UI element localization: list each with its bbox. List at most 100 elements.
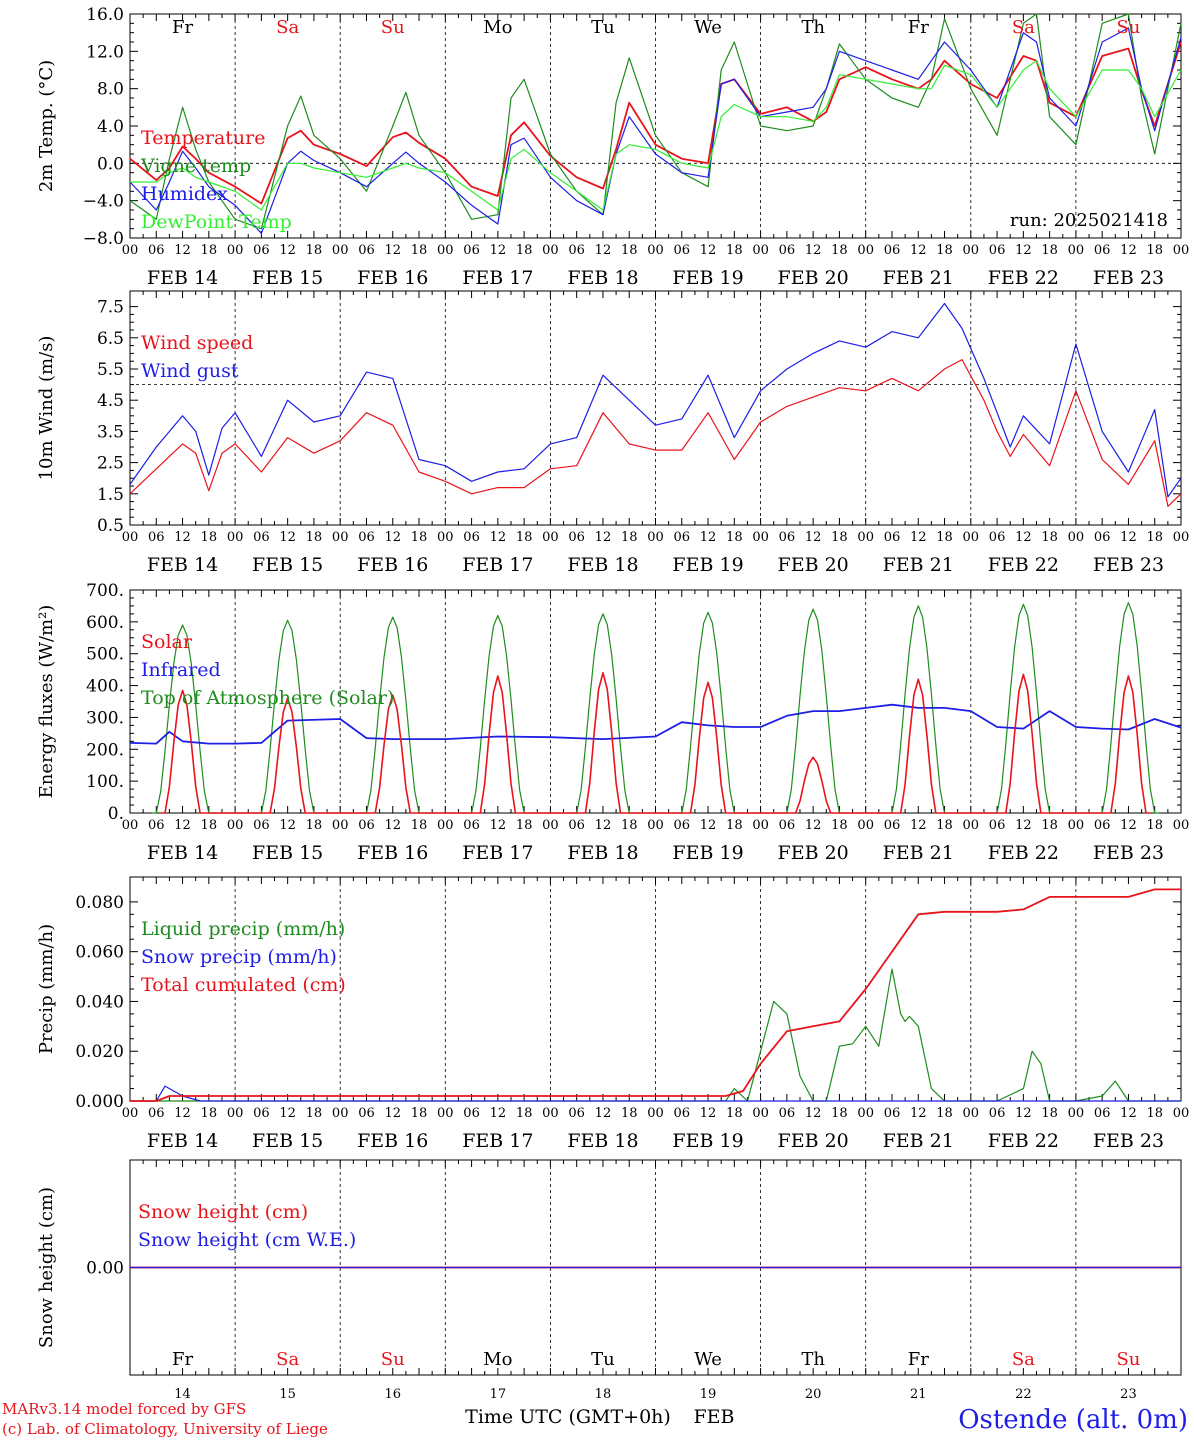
- hour-label: 18: [201, 1106, 218, 1121]
- day-label: Sa: [276, 17, 299, 38]
- hour-label: 12: [595, 1106, 612, 1121]
- hour-label: 12: [1015, 1106, 1032, 1121]
- hour-label: 12: [910, 818, 927, 833]
- hour-label: 00: [647, 1106, 664, 1121]
- hour-label: 12: [805, 530, 822, 545]
- hour-label: 00: [332, 530, 349, 545]
- hour-label: 06: [779, 530, 796, 545]
- day-number: 18: [595, 1387, 612, 1402]
- hour-label: 06: [358, 1106, 375, 1121]
- hour-label: 18: [831, 818, 848, 833]
- hour-label: 12: [279, 530, 296, 545]
- hour-label: 18: [411, 243, 428, 258]
- hour-label: 00: [1173, 243, 1190, 258]
- date-label: FEB 15: [252, 554, 323, 576]
- hour-label: 00: [752, 1106, 769, 1121]
- day-label: Su: [1116, 17, 1140, 38]
- date-label: FEB 14: [147, 842, 218, 864]
- hour-label: 06: [148, 243, 165, 258]
- date-label: FEB 18: [567, 554, 638, 576]
- hour-label: 18: [201, 243, 218, 258]
- y-tick-label: 700.: [86, 581, 124, 601]
- date-label: FEB 20: [778, 554, 849, 576]
- legend-entry: Top of Atmosphere (Solar): [141, 687, 394, 709]
- station-name: Ostende (alt. 0m): [958, 1405, 1188, 1435]
- date-label: FEB 20: [778, 1130, 849, 1152]
- date-label: FEB 23: [1093, 267, 1164, 289]
- day-label: Fr: [172, 17, 193, 38]
- hour-label: 12: [700, 1106, 717, 1121]
- hour-label: 18: [306, 818, 323, 833]
- date-label: FEB 15: [252, 1130, 323, 1152]
- y-axis-label: 10m Wind (m/s): [36, 336, 57, 481]
- hour-label: 00: [437, 1106, 454, 1121]
- hour-label: 06: [568, 530, 585, 545]
- day-label: Sa: [276, 1349, 299, 1370]
- month-label: FEB: [693, 1406, 734, 1428]
- date-label: FEB 16: [357, 554, 428, 576]
- hour-label: 00: [227, 1106, 244, 1121]
- series-line-total-cumulated-cm: [130, 888, 1181, 1102]
- hour-label: 18: [1041, 1106, 1058, 1121]
- day-label: Fr: [908, 17, 929, 38]
- hour-label: 00: [1173, 818, 1190, 833]
- y-tick-label: 1.5: [97, 485, 124, 505]
- hour-label: 12: [1015, 530, 1032, 545]
- day-label: Su: [381, 1349, 405, 1370]
- day-number: 23: [1120, 1387, 1137, 1402]
- hour-label: 12: [174, 1106, 191, 1121]
- legend-entry: Total cumulated (cm): [141, 974, 346, 996]
- hour-label: 06: [358, 530, 375, 545]
- hour-label: 06: [463, 1106, 480, 1121]
- y-tick-label: 6.5: [97, 329, 124, 349]
- hour-label: 12: [384, 1106, 401, 1121]
- hour-label: 00: [963, 818, 980, 833]
- hour-label: 06: [568, 818, 585, 833]
- y-tick-label: 0.040: [75, 992, 124, 1012]
- hour-label: 00: [752, 530, 769, 545]
- panel-precip: [129, 876, 1182, 1102]
- hour-label: 00: [1068, 818, 1085, 833]
- hour-label: 18: [516, 243, 533, 258]
- date-label: FEB 15: [252, 267, 323, 289]
- date-label: FEB 17: [462, 554, 533, 576]
- legend-entry: Wind gust: [141, 360, 239, 382]
- hour-label: 12: [490, 243, 507, 258]
- hour-label: 06: [674, 1106, 691, 1121]
- hour-label: 18: [831, 530, 848, 545]
- date-label: FEB 21: [883, 554, 954, 576]
- y-tick-label: 16.0: [86, 5, 124, 25]
- hour-label: 12: [279, 243, 296, 258]
- hour-label: 18: [726, 530, 743, 545]
- hour-label: 18: [936, 530, 953, 545]
- hour-label: 12: [490, 530, 507, 545]
- hour-label: 12: [174, 530, 191, 545]
- hour-label: 00: [437, 818, 454, 833]
- y-tick-label: 0.00: [86, 1259, 124, 1279]
- legend-entry: Solar: [141, 631, 193, 653]
- hour-label: 06: [253, 818, 270, 833]
- day-number: 15: [279, 1387, 296, 1402]
- date-label: FEB 19: [672, 554, 743, 576]
- hour-label: 00: [857, 1106, 874, 1121]
- hour-label: 00: [647, 818, 664, 833]
- date-label: FEB 22: [988, 267, 1059, 289]
- hour-label: 00: [1173, 1106, 1190, 1121]
- day-number: 21: [910, 1387, 927, 1402]
- date-label: FEB 16: [357, 1130, 428, 1152]
- legend-entry: Liquid precip (mm/h): [141, 918, 345, 940]
- hour-label: 18: [516, 530, 533, 545]
- hour-label: 18: [831, 1106, 848, 1121]
- hour-label: 00: [542, 530, 559, 545]
- hour-label: 06: [253, 1106, 270, 1121]
- hour-label: 06: [1094, 243, 1111, 258]
- hour-label: 00: [332, 243, 349, 258]
- hour-label: 12: [279, 818, 296, 833]
- hour-label: 12: [174, 818, 191, 833]
- y-tick-label: 0.5: [97, 516, 124, 536]
- legend-entry: Snow precip (mm/h): [141, 946, 337, 968]
- hour-label: 18: [516, 818, 533, 833]
- hour-label: 18: [726, 818, 743, 833]
- date-label: FEB 21: [883, 1130, 954, 1152]
- date-label: FEB 22: [988, 554, 1059, 576]
